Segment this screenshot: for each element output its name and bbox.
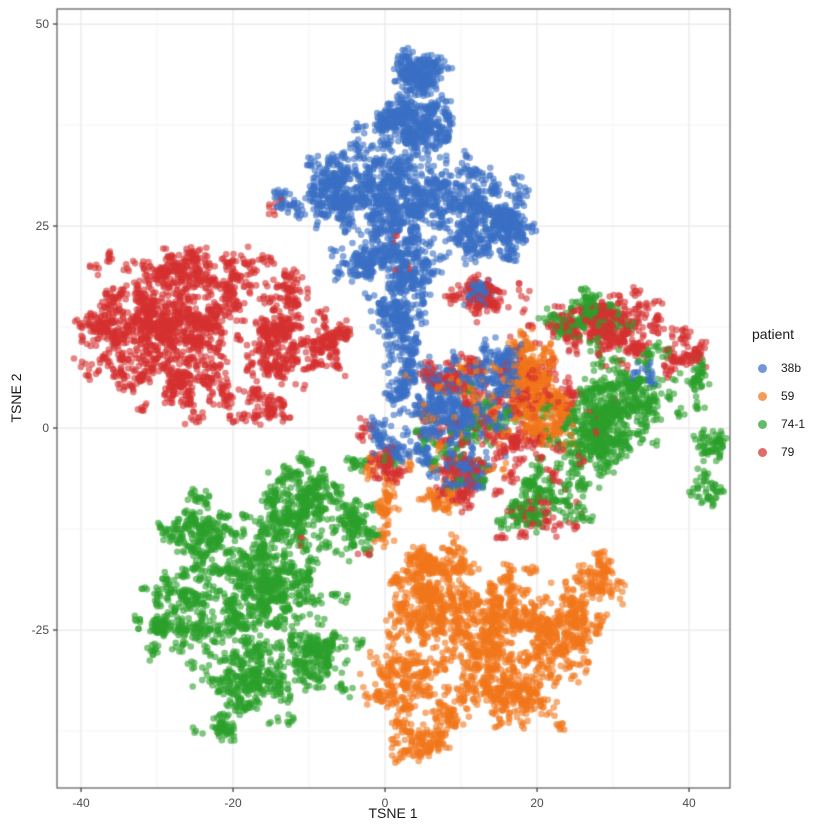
legend-item-79: 79 bbox=[752, 438, 805, 466]
legend-item-59: 59 bbox=[752, 382, 805, 410]
legend-item-74-1: 74-1 bbox=[752, 410, 805, 438]
x-tick-label: 40 bbox=[682, 796, 696, 810]
legend-label: 59 bbox=[781, 389, 795, 403]
legend-label: 74-1 bbox=[781, 417, 806, 431]
legend-key-dot-74-1 bbox=[758, 419, 767, 429]
x-tick-label: 0 bbox=[381, 796, 389, 810]
y-tick-label: 50 bbox=[35, 17, 49, 32]
legend: patient 38b 59 74-1 79 bbox=[752, 326, 805, 466]
legend-key-dot-38b bbox=[758, 363, 767, 373]
y-tick-label: 0 bbox=[42, 421, 49, 436]
x-tick-label: 20 bbox=[530, 796, 544, 810]
x-axis-title: TSNE 1 bbox=[368, 805, 418, 821]
legend-title: patient bbox=[752, 326, 795, 342]
y-axis-title: TSNE 2 bbox=[8, 373, 24, 423]
legend-label: 38b bbox=[781, 361, 802, 375]
y-tick-label: -25 bbox=[31, 623, 49, 638]
y-tick-label: 25 bbox=[35, 219, 49, 234]
legend-item-38b: 38b bbox=[752, 354, 805, 382]
legend-key-dot-79 bbox=[758, 447, 767, 457]
legend-label: 79 bbox=[781, 445, 795, 459]
x-tick-label: -40 bbox=[72, 796, 90, 810]
legend-key-dot-59 bbox=[758, 391, 767, 401]
x-tick-label: -20 bbox=[224, 796, 242, 810]
